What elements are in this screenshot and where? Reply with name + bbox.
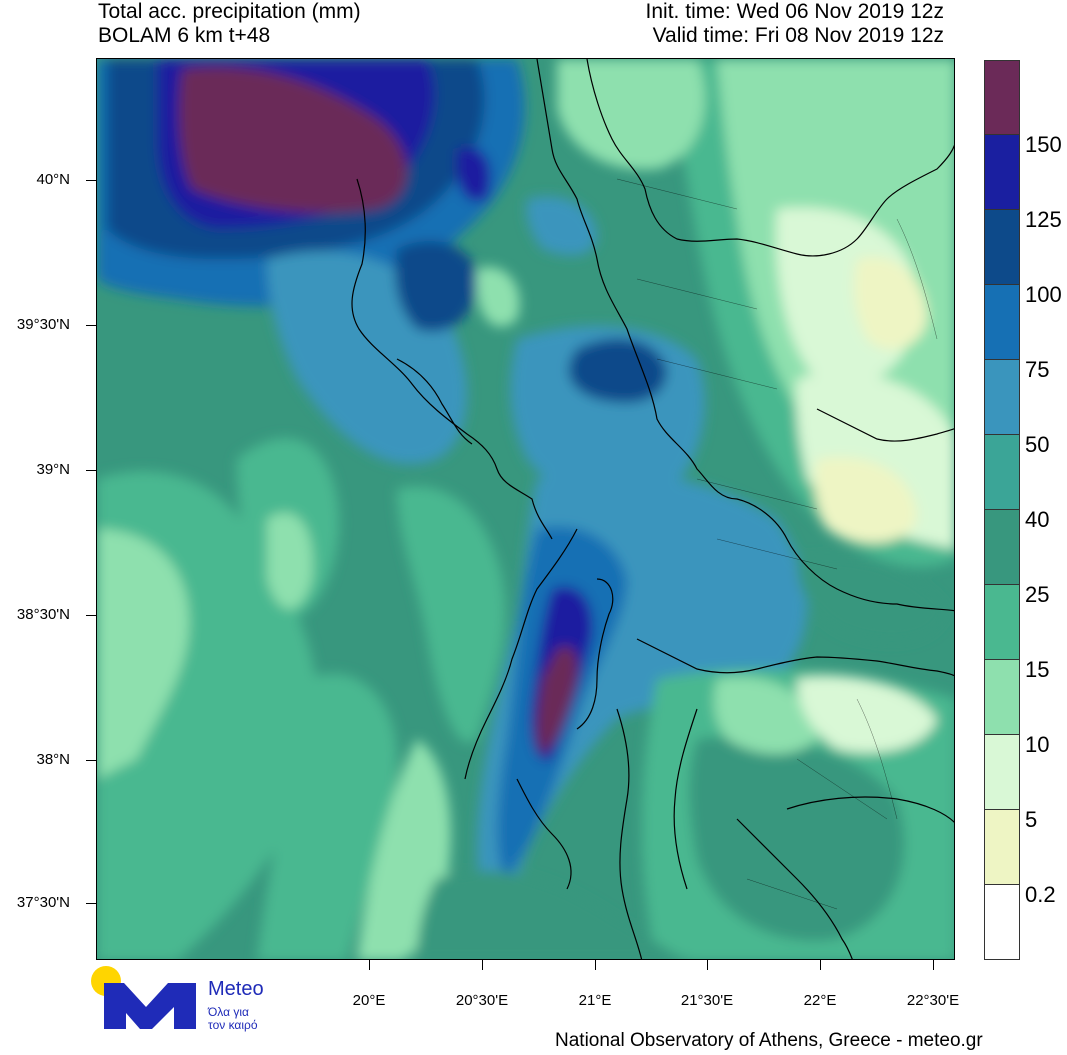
logo-subtitle-line: Όλα για	[208, 1005, 249, 1019]
legend-swatch	[984, 510, 1020, 585]
legend-swatch	[984, 360, 1020, 435]
lat-tick	[86, 760, 96, 761]
legend-swatch	[984, 135, 1020, 210]
lon-label: 21°30'E	[680, 992, 734, 1009]
model-label: BOLAM 6 km t+48	[98, 24, 271, 47]
meteo-logo	[90, 965, 202, 1038]
precipitation-map	[96, 58, 955, 960]
lat-tick	[86, 615, 96, 616]
legend-level: 125	[1025, 207, 1062, 232]
lon-tick	[933, 960, 934, 970]
chart-title: Total acc. precipitation (mm)	[98, 0, 361, 23]
lat-label: 40°N	[36, 171, 70, 188]
lat-label: 38°N	[36, 751, 70, 768]
legend-swatch	[984, 810, 1020, 885]
legend-level: 5	[1025, 807, 1038, 832]
lat-tick	[86, 180, 96, 181]
legend-level: 10	[1025, 732, 1050, 757]
valid-time: Valid time: Fri 08 Nov 2019 12z	[652, 24, 944, 47]
admin-borders	[616, 178, 938, 910]
lon-label: 20°30'E	[455, 992, 509, 1009]
legend-swatch	[984, 285, 1020, 360]
precip-field	[97, 59, 954, 959]
map-canvas	[97, 59, 954, 959]
coastlines	[351, 59, 954, 959]
logo-text: Meteo	[208, 978, 264, 1000]
lon-tick	[595, 960, 596, 970]
credit-text: National Observatory of Athens, Greece -…	[555, 1030, 983, 1051]
lat-label: 39°N	[36, 461, 70, 478]
init-time: Init. time: Wed 06 Nov 2019 12z	[645, 0, 944, 23]
lon-tick	[707, 960, 708, 970]
logo-subtitle-line: τον καιρό	[208, 1018, 258, 1032]
legend-swatch	[984, 210, 1020, 285]
legend-swatch	[984, 60, 1020, 135]
lat-tick	[86, 325, 96, 326]
lat-tick	[86, 470, 96, 471]
lat-label: 37°30'N	[16, 894, 70, 911]
legend-level: 150	[1025, 132, 1062, 157]
lon-tick	[369, 960, 370, 970]
legend-level: 50	[1025, 432, 1050, 457]
lon-label: 22°30'E	[906, 992, 960, 1009]
legend-swatch	[984, 660, 1020, 735]
lon-label: 22°E	[803, 992, 837, 1009]
lon-label: 21°E	[578, 992, 612, 1009]
legend-level: 25	[1025, 582, 1050, 607]
meteo-logo-mark	[91, 966, 196, 1029]
legend-level: 0.2	[1025, 882, 1056, 907]
chart-header-left: Total acc. precipitation (mm) BOLAM 6 km…	[98, 0, 361, 48]
lat-label: 39°30'N	[16, 316, 70, 333]
lon-label: 20°E	[352, 992, 386, 1009]
lat-label: 38°30'N	[16, 606, 70, 623]
legend-level: 40	[1025, 507, 1050, 532]
logo-subtitle: Όλα για τον καιρό	[208, 1006, 258, 1032]
color-legend	[984, 60, 1020, 960]
legend-swatch	[984, 735, 1020, 810]
legend-swatch	[984, 885, 1020, 960]
lon-tick	[482, 960, 483, 970]
legend-level: 75	[1025, 357, 1050, 382]
lon-tick	[820, 960, 821, 970]
legend-level: 100	[1025, 282, 1062, 307]
legend-swatch	[984, 585, 1020, 660]
legend-level: 15	[1025, 657, 1050, 682]
legend-swatch	[984, 435, 1020, 510]
lat-tick	[86, 903, 96, 904]
chart-header-right: Init. time: Wed 06 Nov 2019 12z Valid ti…	[580, 0, 944, 48]
